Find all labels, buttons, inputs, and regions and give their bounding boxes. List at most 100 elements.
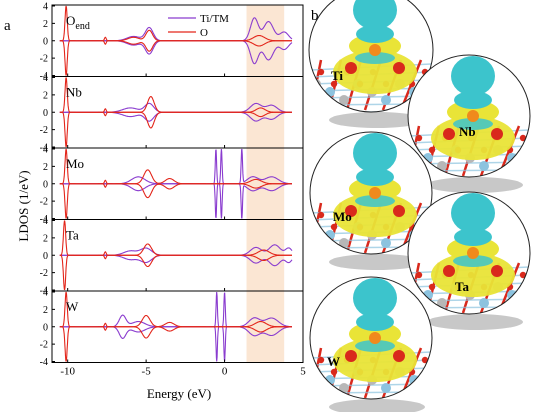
structure-vignette: Ta	[407, 191, 531, 330]
atom	[317, 68, 325, 76]
atom	[409, 375, 419, 385]
atom	[311, 222, 321, 232]
atom	[339, 238, 349, 248]
subplot-o: 4 2 0 -2 -4 Oend	[40, 2, 304, 82]
panel-label-a: a	[4, 18, 11, 34]
y-tick-label: -2	[40, 125, 48, 136]
legend-label-tm: Ti/TM	[200, 13, 229, 25]
atom	[330, 368, 338, 376]
metal-label: Mo	[333, 209, 352, 224]
isosurface-yellow	[431, 116, 515, 160]
y-tick-label: -4	[40, 143, 48, 154]
atom	[415, 134, 423, 142]
y-tick-label: 4	[43, 2, 48, 13]
atom	[491, 128, 503, 140]
isosurface-yellow	[333, 338, 417, 382]
y-tick-label: -4	[40, 214, 48, 225]
x-tick-label: 0	[222, 366, 228, 378]
y-tick-label: -2	[40, 268, 48, 279]
isosurface-cyan	[355, 195, 395, 207]
atom	[443, 265, 455, 277]
y-tick-label: 2	[43, 90, 48, 101]
isosurface-cyan	[356, 313, 394, 331]
subplot-label: Ta	[66, 228, 79, 243]
isosurface-cyan	[353, 278, 397, 318]
atom	[311, 367, 321, 377]
atom	[521, 161, 530, 171]
y-tick-label: 4	[43, 145, 48, 156]
subplot-label: Mo	[66, 156, 84, 171]
y-tick-label: -4	[40, 357, 48, 368]
series-o-spin-down	[59, 326, 292, 362]
atom	[507, 153, 517, 163]
bond	[310, 391, 432, 394]
vignette-content	[408, 193, 530, 314]
atom	[325, 87, 335, 97]
subplot-label: Nb	[66, 85, 82, 100]
x-tick-label: -10	[60, 366, 75, 378]
metal-label: W	[327, 354, 340, 369]
isosurface-panel: Ti Nb Mo Ta W	[308, 0, 531, 412]
series-o-spin-down	[59, 254, 292, 291]
vignette-border	[308, 0, 434, 113]
vignette-content	[408, 56, 530, 177]
legend: Ti/TM O	[168, 13, 229, 39]
atom	[393, 205, 405, 217]
ldos-chart: 4 2 0 -2 -4 Oend 4 2 0 -2 -4 Nb 4 2 0 -2 -4 Mo 4 2 0 -2 -4 Ta 4 2…	[40, 2, 307, 378]
atom	[437, 298, 447, 308]
structure-vignette: Mo	[309, 131, 433, 270]
y-tick-label: -2	[40, 54, 48, 65]
atom	[345, 62, 357, 74]
y-tick-label: -4	[40, 71, 48, 82]
atom	[339, 383, 349, 393]
atom	[519, 271, 527, 279]
y-tick-label: 2	[43, 305, 48, 316]
vignette-content	[310, 133, 432, 254]
atom	[521, 298, 530, 308]
y-tick-label: -4	[40, 286, 48, 297]
atom	[330, 223, 338, 231]
structure-vignette: W	[309, 276, 433, 412]
atom	[330, 80, 338, 88]
atom-o-end	[369, 187, 381, 199]
legend-label-o: O	[200, 27, 208, 39]
shadow	[329, 112, 425, 128]
vignette-border	[407, 191, 531, 315]
subplot-label: Oend	[66, 13, 90, 32]
isosurface-cyan	[353, 133, 397, 173]
isosurface-cyan	[453, 118, 493, 130]
vignette-border	[309, 276, 433, 400]
vignette-border	[309, 131, 433, 255]
atom	[415, 271, 423, 279]
atom	[443, 128, 455, 140]
y-tick-label: 0	[43, 251, 48, 262]
isosurface-cyan	[355, 52, 395, 64]
isosurface-cyan	[454, 228, 492, 246]
isosurface-cyan	[451, 193, 495, 233]
structure-vignette: Ti	[308, 0, 434, 128]
isosurface-cyan	[454, 91, 492, 109]
y-tick-label: 4	[43, 73, 48, 84]
atom-o-end	[369, 44, 381, 56]
x-tick-label: 5	[300, 366, 306, 378]
atom	[345, 205, 357, 217]
y-tick-label: 4	[43, 216, 48, 227]
atom	[479, 161, 489, 171]
y-tick-label: -2	[40, 197, 48, 208]
metal-label: Ti	[331, 68, 343, 83]
atom	[507, 290, 517, 300]
atom	[393, 62, 405, 74]
atom	[491, 265, 503, 277]
atom-o-end	[369, 332, 381, 344]
atom	[428, 146, 436, 154]
subplot-ta: 4 2 0 -2 -4 Ta	[40, 216, 304, 297]
atom	[519, 134, 527, 142]
atom-o-end	[467, 110, 479, 122]
series-o-spin-down	[59, 183, 292, 219]
y-axis-label: LDOS (1/eV)	[16, 170, 31, 241]
y-tick-label: 0	[43, 322, 48, 333]
isosurface-cyan	[353, 0, 397, 30]
atom	[381, 238, 391, 248]
atom	[437, 161, 447, 171]
